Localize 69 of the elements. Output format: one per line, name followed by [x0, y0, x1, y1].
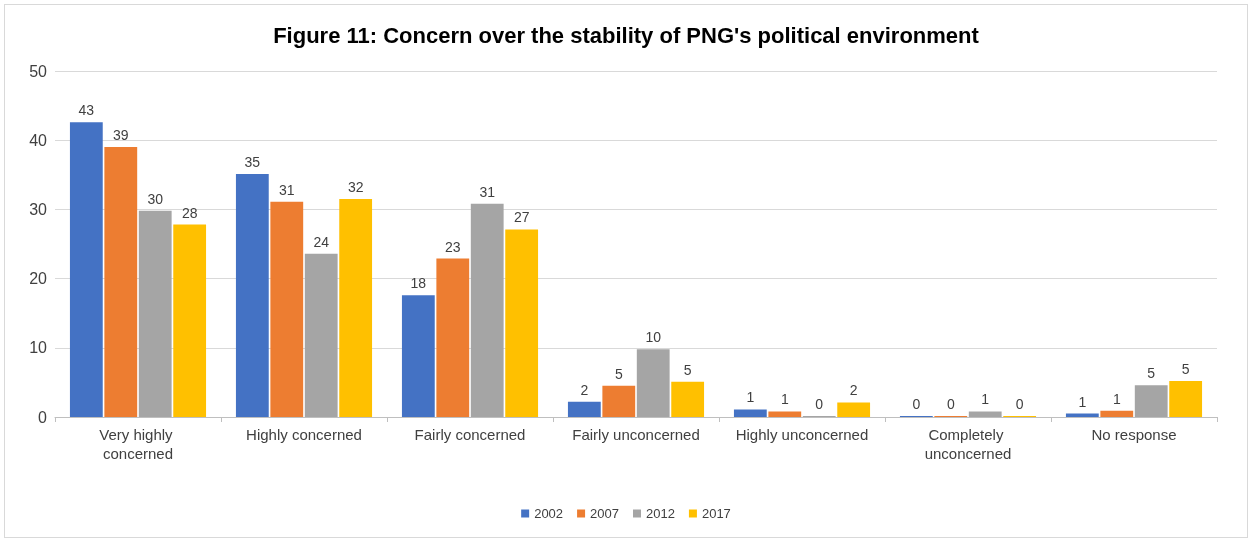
legend-label: 2017: [701, 506, 731, 521]
bar: [1134, 385, 1168, 417]
bar: [968, 411, 1002, 417]
bar: [235, 174, 269, 417]
bar: [1169, 381, 1203, 417]
x-tick-label: Fairly unconcerned: [572, 426, 700, 443]
data-label: 39: [112, 127, 129, 144]
bar: [104, 147, 138, 417]
data-label: 1: [780, 391, 789, 408]
data-label: 0: [1015, 396, 1024, 412]
y-tick-label: 10: [29, 339, 48, 357]
bar: [837, 402, 871, 417]
data-label: 2: [849, 382, 858, 399]
bar: [636, 349, 670, 417]
x-tick-label: No response: [1091, 426, 1177, 443]
bar: [339, 199, 373, 417]
x-tick-label: Fairly concerned: [414, 426, 526, 443]
data-label: 23: [444, 238, 461, 255]
x-tick-label: Highly concerned: [246, 426, 362, 443]
data-label: 35: [244, 154, 261, 171]
data-label: 0: [912, 396, 921, 412]
bar: [69, 122, 103, 417]
y-tick-label: 20: [29, 270, 48, 288]
legend-label: 2012: [646, 506, 675, 521]
bar: [436, 258, 470, 417]
bar: [671, 381, 705, 417]
y-tick-label: 50: [29, 62, 48, 80]
bar: [470, 203, 504, 417]
data-label: 18: [410, 275, 427, 292]
bar: [505, 229, 539, 417]
y-tick-label: 40: [29, 131, 48, 149]
bar: [733, 409, 767, 417]
bar: [401, 295, 435, 417]
data-label: 31: [278, 181, 295, 198]
bar: [768, 411, 802, 417]
data-label: 10: [645, 329, 662, 346]
x-tick-label: Highly unconcerned: [735, 426, 869, 443]
data-label: 31: [479, 183, 496, 200]
legend-label: 2002: [534, 506, 564, 521]
data-label: 30: [147, 190, 164, 207]
data-label: 43: [78, 102, 95, 119]
data-label: 1: [981, 391, 990, 408]
data-label: 24: [313, 233, 330, 250]
data-label: 28: [181, 204, 198, 221]
data-label: 1: [746, 389, 755, 406]
bar: [138, 210, 172, 417]
data-label: 5: [683, 361, 692, 378]
data-label: 5: [614, 365, 623, 382]
data-label: 1: [1078, 393, 1087, 410]
y-tick-label: 0: [38, 408, 48, 426]
bar: [173, 224, 207, 417]
chart-title: Figure 11: Concern over the stability of PNG's political environment: [273, 22, 980, 48]
bar: [567, 401, 601, 417]
data-label: 0: [946, 396, 955, 412]
bar: [602, 385, 636, 417]
data-label: 5: [1147, 365, 1156, 382]
data-label: 2: [580, 381, 589, 398]
data-label: 27: [513, 209, 530, 226]
x-tick-label: Very highly concerned: [99, 426, 177, 462]
data-label: 1: [1112, 390, 1121, 407]
bar: [1100, 410, 1134, 417]
y-tick-label: 30: [29, 200, 48, 218]
x-tick-label: Completely unconcerned: [924, 426, 1012, 462]
bar: [270, 201, 304, 417]
legend-label: 2007: [590, 506, 619, 521]
bar: [304, 253, 338, 417]
data-label: 0: [815, 396, 824, 412]
data-label: 5: [1181, 361, 1190, 378]
data-label: 32: [347, 179, 364, 196]
